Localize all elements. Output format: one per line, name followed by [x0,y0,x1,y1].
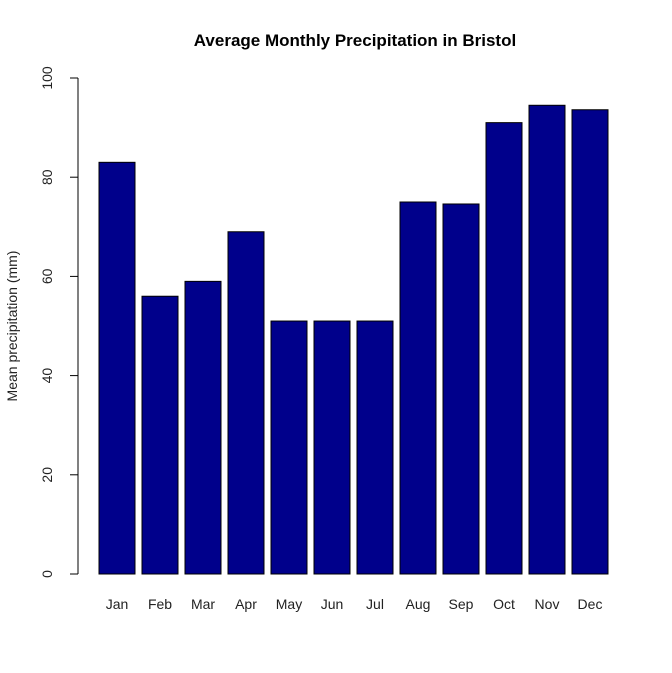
bar-apr [227,231,265,575]
x-tick-label: Apr [235,596,257,612]
x-tick-label: Aug [406,596,431,612]
bar-jul [356,320,394,575]
chart-title: Average Monthly Precipitation in Bristol [194,31,516,50]
y-tick-label: 0 [39,570,55,578]
y-tick-label: 100 [39,66,55,90]
x-tick-labels: Jan Feb Mar Apr May Jun Jul Aug Sep Oct Nov Dec [106,596,603,612]
x-tick-label: Jun [321,596,344,612]
bar-may [270,320,308,575]
x-tick-label: Oct [493,596,515,612]
x-tick-label: Sep [449,596,474,612]
x-tick-label: Nov [535,596,560,612]
bar-feb [141,295,179,575]
y-tick-label: 20 [39,467,55,483]
y-tick-label: 40 [39,368,55,384]
bar-aug [399,201,437,575]
bar-jun [313,320,351,575]
x-tick-label: May [276,596,302,612]
x-tick-label: Mar [191,596,215,612]
bar-sep [442,203,480,575]
y-tick-label: 60 [39,268,55,284]
bar-nov [528,104,566,575]
y-axis: 0 20 40 60 80 100 [39,66,79,578]
bar-mar [184,280,222,575]
bar-oct [485,122,523,575]
x-tick-label: Jan [106,596,129,612]
x-tick-label: Dec [578,596,603,612]
bar-jan [98,161,136,575]
x-tick-label: Jul [366,596,384,612]
bars [98,104,609,575]
y-tick-label: 80 [39,169,55,185]
y-axis-label: Mean precipitation (mm) [4,251,20,402]
bar-dec [571,109,609,575]
x-tick-label: Feb [148,596,172,612]
